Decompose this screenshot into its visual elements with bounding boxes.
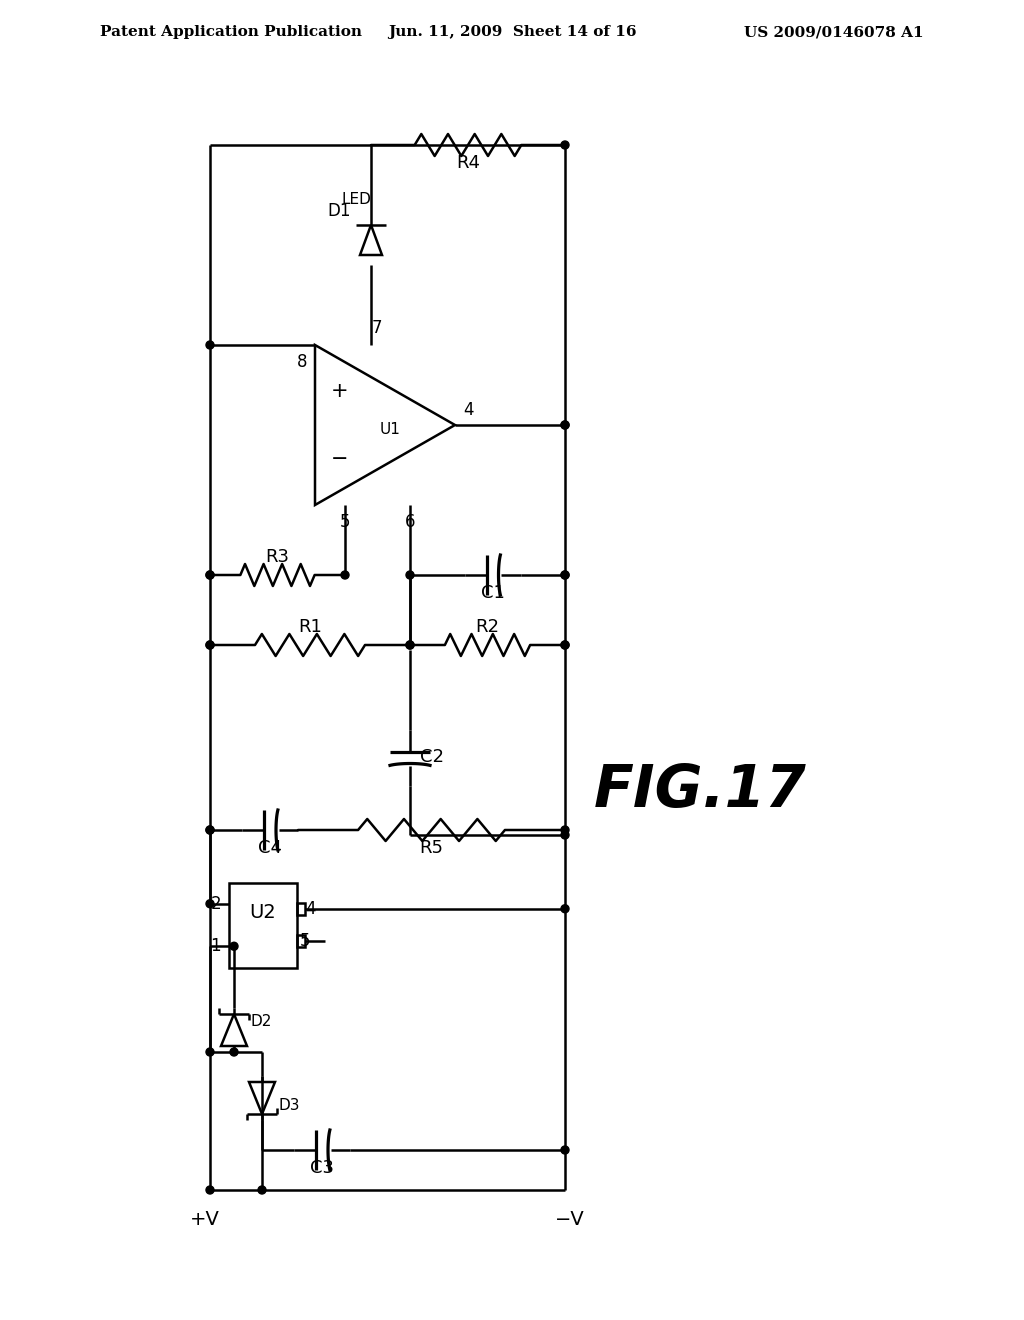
Circle shape bbox=[258, 1185, 266, 1195]
Text: 5: 5 bbox=[300, 932, 310, 950]
Circle shape bbox=[406, 572, 414, 579]
Circle shape bbox=[561, 904, 569, 912]
Text: +V: +V bbox=[190, 1210, 220, 1229]
Text: 4: 4 bbox=[305, 900, 315, 917]
Bar bbox=[229, 883, 297, 968]
Circle shape bbox=[230, 1048, 238, 1056]
Circle shape bbox=[230, 942, 238, 950]
Circle shape bbox=[561, 572, 569, 579]
Circle shape bbox=[206, 572, 214, 579]
Text: R2: R2 bbox=[475, 618, 500, 636]
Text: D1: D1 bbox=[328, 202, 351, 220]
Circle shape bbox=[406, 642, 414, 649]
Circle shape bbox=[561, 826, 569, 834]
Circle shape bbox=[561, 1146, 569, 1154]
Circle shape bbox=[561, 141, 569, 149]
Text: 6: 6 bbox=[404, 513, 416, 531]
Circle shape bbox=[206, 642, 214, 649]
Circle shape bbox=[206, 341, 214, 348]
Text: U2: U2 bbox=[250, 903, 276, 923]
Text: +: + bbox=[331, 381, 349, 401]
Text: C1: C1 bbox=[480, 583, 505, 602]
Text: −: − bbox=[331, 449, 349, 469]
Circle shape bbox=[561, 642, 569, 649]
Bar bbox=[297, 936, 305, 948]
Text: R5: R5 bbox=[420, 840, 443, 857]
Circle shape bbox=[406, 642, 414, 649]
Text: LED: LED bbox=[341, 191, 371, 207]
Text: 1: 1 bbox=[210, 937, 221, 956]
Circle shape bbox=[561, 832, 569, 840]
Circle shape bbox=[206, 826, 214, 834]
Text: U1: U1 bbox=[380, 422, 400, 437]
Text: D3: D3 bbox=[278, 1098, 299, 1114]
Circle shape bbox=[206, 826, 214, 834]
Text: Jun. 11, 2009  Sheet 14 of 16: Jun. 11, 2009 Sheet 14 of 16 bbox=[388, 25, 636, 40]
Text: 8: 8 bbox=[297, 352, 307, 371]
Text: C2: C2 bbox=[420, 748, 444, 767]
Text: 5: 5 bbox=[340, 513, 350, 531]
Circle shape bbox=[206, 1185, 214, 1195]
Text: US 2009/0146078 A1: US 2009/0146078 A1 bbox=[744, 25, 924, 40]
Circle shape bbox=[206, 572, 214, 579]
Circle shape bbox=[341, 572, 349, 579]
Text: 2: 2 bbox=[210, 895, 221, 912]
Text: Patent Application Publication: Patent Application Publication bbox=[100, 25, 362, 40]
Text: −V: −V bbox=[555, 1210, 585, 1229]
Circle shape bbox=[206, 900, 214, 908]
Text: FIG.17: FIG.17 bbox=[594, 762, 807, 818]
Bar bbox=[297, 903, 305, 915]
Text: R1: R1 bbox=[298, 618, 322, 636]
Circle shape bbox=[206, 642, 214, 649]
Circle shape bbox=[561, 421, 569, 429]
Text: C3: C3 bbox=[310, 1159, 334, 1177]
Circle shape bbox=[561, 421, 569, 429]
Circle shape bbox=[561, 572, 569, 579]
Text: R3: R3 bbox=[265, 548, 290, 566]
Circle shape bbox=[206, 1048, 214, 1056]
Text: D2: D2 bbox=[250, 1015, 271, 1030]
Text: 4: 4 bbox=[463, 401, 473, 418]
Text: C4: C4 bbox=[258, 840, 282, 857]
Text: R4: R4 bbox=[456, 154, 480, 172]
Text: 7: 7 bbox=[372, 319, 382, 337]
Circle shape bbox=[561, 642, 569, 649]
